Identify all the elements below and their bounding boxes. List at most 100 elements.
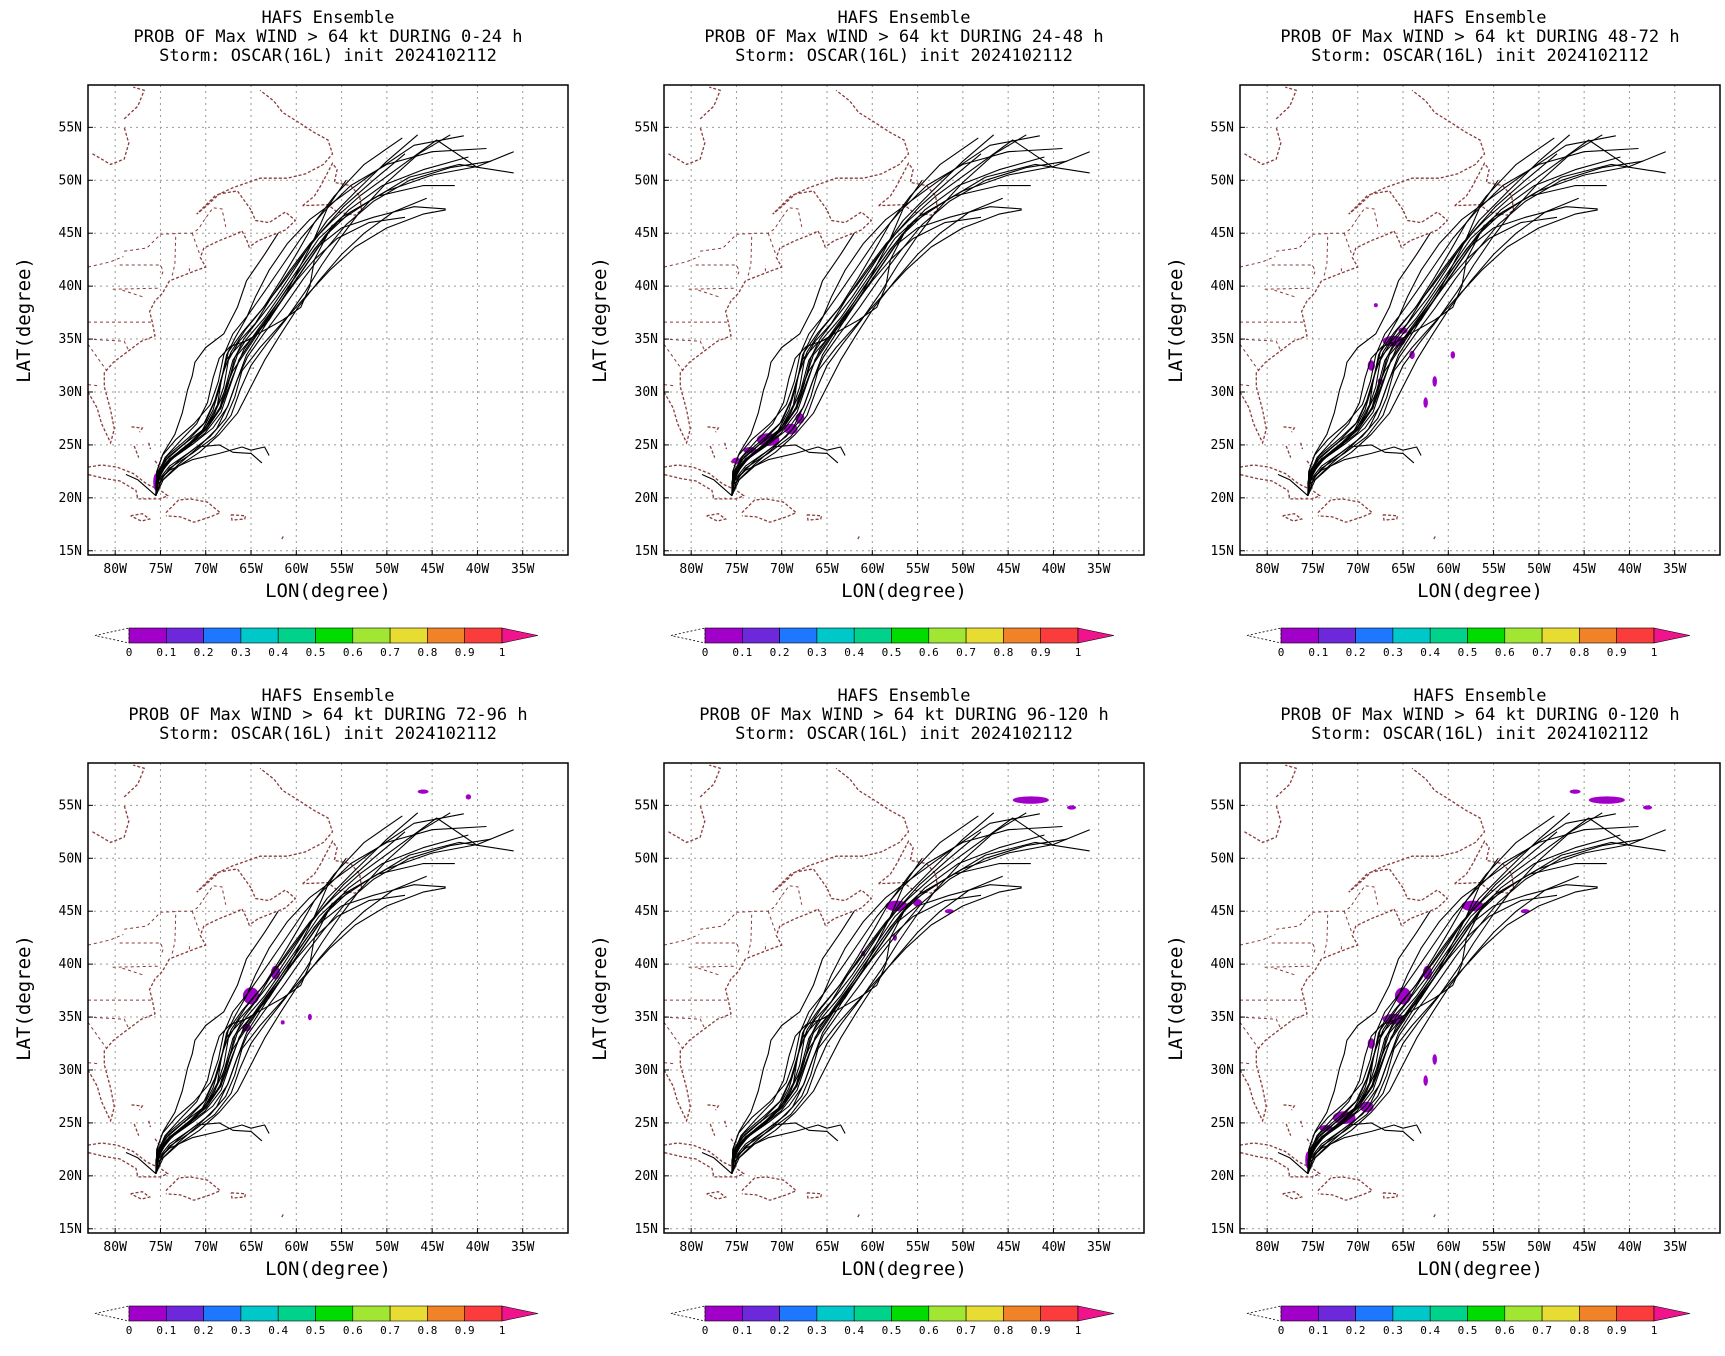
ensemble-track [1307, 160, 1644, 496]
y-tick-label: 20N [1211, 491, 1234, 506]
coastline-segment [92, 805, 130, 844]
coastline-segment [1404, 367, 1407, 370]
ensemble-track [1307, 232, 1431, 496]
state-border-segment [767, 233, 776, 254]
state-border-segment [1323, 233, 1329, 276]
ensemble-track [155, 153, 406, 496]
ensemble-track [155, 887, 446, 1174]
ensemble-track [731, 147, 1063, 496]
ensemble-track [731, 838, 1068, 1174]
ensemble-track [155, 812, 451, 1174]
colorbar-bin [389, 1305, 428, 1322]
colorbar-label: 0.1 [156, 646, 176, 659]
x-tick-label: 40W [466, 562, 490, 577]
coastline-segment [123, 86, 146, 120]
coastline-segment [772, 767, 910, 893]
coastline-segment [252, 367, 255, 370]
x-tick-label: 75W [149, 1240, 173, 1255]
coastline-segment [1285, 445, 1292, 458]
colorbar-bin [928, 1305, 967, 1322]
colorbar: 0 0.1 0.2 0.3 0.4 0.5 0.6 0.7 0.8 0.9 1 [94, 1305, 539, 1337]
panel-title-title-line2: PROB OF Max WIND > 64 kt DURING 96-120 h [699, 705, 1108, 725]
y-tick-label: 35N [635, 1010, 658, 1025]
colorbar-bin [240, 1305, 279, 1322]
colorbar-bin [128, 627, 167, 644]
gridlines [664, 763, 1144, 1233]
colorbar-bin [1541, 627, 1580, 644]
ensemble-track [155, 813, 464, 1174]
coastline-segment [709, 1123, 716, 1136]
ensemble-track [731, 139, 1054, 496]
y-tick-label: 50N [1211, 173, 1234, 188]
probability-patch [1569, 789, 1581, 794]
colorbar-label: 0.6 [919, 646, 939, 659]
colorbar-bin [240, 627, 279, 644]
colorbar-bin [315, 1305, 354, 1322]
colorbar-label: 0.3 [231, 646, 251, 659]
ensemble-track [155, 831, 406, 1174]
y-tick-label: 30N [1211, 1063, 1234, 1078]
ensemble-track [155, 216, 406, 496]
coastline-segment [88, 908, 243, 1123]
colorbar-label: 0.1 [1308, 1324, 1328, 1337]
y-tick-label: 55N [59, 798, 82, 813]
coastline-segment [133, 1123, 140, 1136]
coastline-segment [252, 1045, 255, 1048]
x-tick-label: 80W [679, 1240, 703, 1255]
coastline-segment [88, 464, 169, 500]
coastline-segment [1240, 464, 1321, 500]
panel-title-title-line3: Storm: OSCAR(16L) init 2024102112 [1311, 46, 1649, 66]
colorbar-bin [1504, 627, 1543, 644]
ensemble-track [731, 857, 923, 1174]
colorbar-label: 0.9 [1607, 646, 1627, 659]
state-border-segment [664, 256, 700, 268]
coastline-segment [88, 230, 243, 445]
y-axis-title: LAT(degree) [589, 935, 611, 1061]
coastline-segment [1283, 426, 1296, 433]
colorbar-label: 0.8 [993, 1324, 1013, 1337]
x-tick-label: 65W [239, 562, 263, 577]
state-border-segment [664, 1062, 674, 1065]
coastline-segment [664, 464, 745, 500]
colorbar-label: 1 [1651, 646, 1658, 659]
colorbar-bin [427, 627, 465, 644]
state-border-segment [664, 934, 700, 946]
x-tick-label: 80W [679, 562, 703, 577]
ensemble-track [155, 160, 492, 496]
probability-patch [1643, 805, 1653, 810]
x-tick-label: 70W [1346, 1240, 1370, 1255]
ensemble-track [155, 232, 279, 496]
coastline-segment [1283, 1104, 1296, 1111]
colorbar-label: 0.2 [770, 1324, 790, 1337]
ensemble-track [1307, 812, 1603, 1174]
y-axis-title: LAT(degree) [1165, 257, 1187, 383]
colorbar-label: 0.5 [306, 1324, 326, 1337]
colorbar-label: 1 [499, 1324, 506, 1337]
colorbar-label: 0.5 [306, 646, 326, 659]
ensemble-track [1307, 444, 1415, 496]
colorbar-bin [742, 627, 780, 644]
state-border-segment [686, 287, 734, 290]
x-tick-label: 40W [1618, 1240, 1642, 1255]
coastline-segment [1433, 535, 1437, 540]
coastline-segment [1300, 1120, 1304, 1128]
coastline-segment [699, 764, 722, 798]
state-border-segment [1323, 911, 1329, 954]
ensemble-track [731, 185, 1031, 496]
coastline-segment [196, 767, 334, 893]
colorbar-label: 1 [1075, 646, 1082, 659]
colorbar-bin [779, 1305, 818, 1322]
colorbar-bin [853, 627, 892, 644]
x-tick-label: 60W [1437, 562, 1461, 577]
y-tick-label: 50N [635, 851, 658, 866]
colorbar-label: 0 [702, 646, 709, 659]
probability-patch [1432, 1054, 1437, 1065]
colorbar-bin [891, 627, 930, 644]
coastline-segment [1382, 1192, 1399, 1199]
x-tick-label: 40W [1042, 1240, 1066, 1255]
probability-patch [1067, 805, 1077, 810]
colorbar-over-triangle [501, 1305, 539, 1322]
panel-title-title-line2: PROB OF Max WIND > 64 kt DURING 0-24 h [134, 27, 523, 47]
x-tick-label: 50W [375, 1240, 399, 1255]
